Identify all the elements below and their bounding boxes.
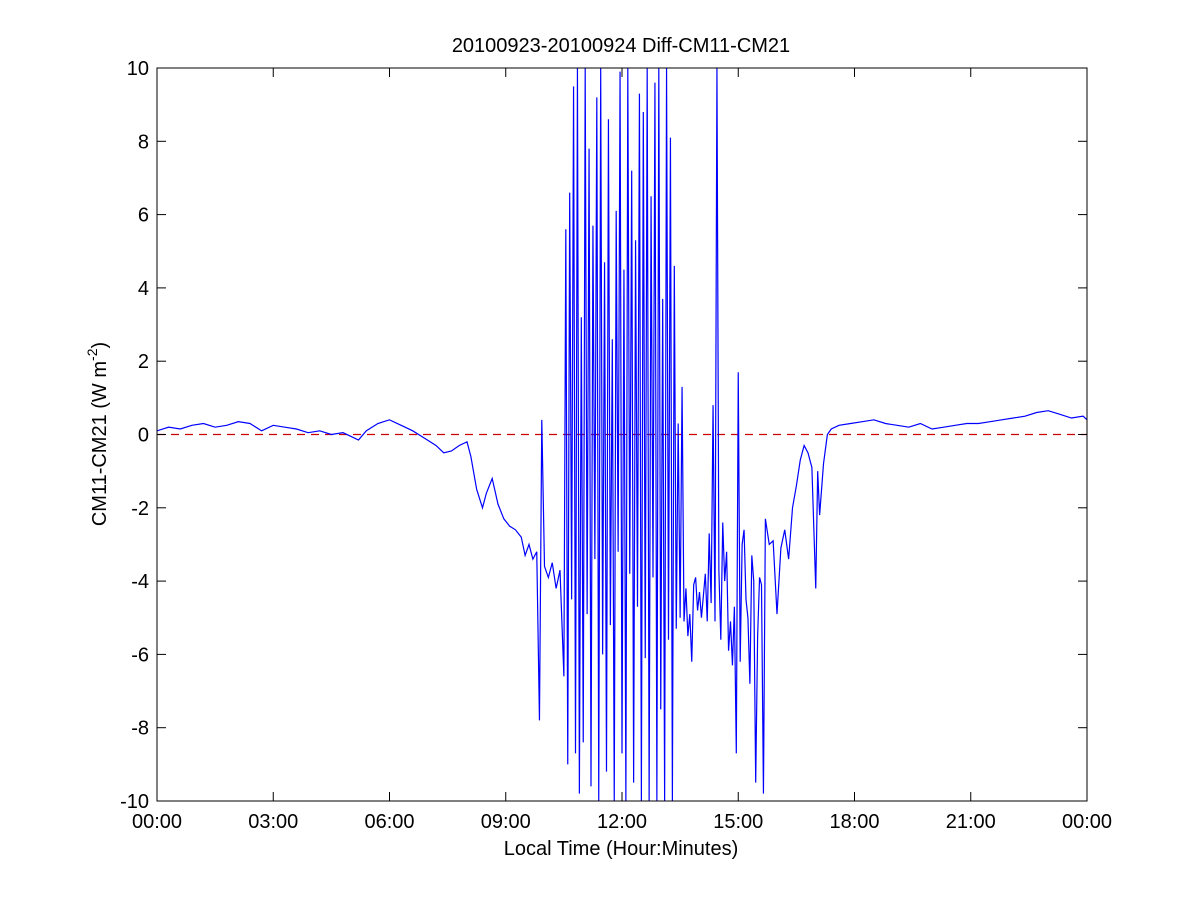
x-tick-labels: 00:00 03:00 06:00 09:00 12:00 15:00 18:00 21:00… (132, 811, 1112, 833)
plot-area (157, 68, 1087, 801)
y-tick-label: 8 (138, 131, 149, 153)
y-tick-label: -2 (131, 498, 149, 520)
y-axis-label-sup: -2 (84, 348, 100, 361)
y-tick-label: 0 (138, 425, 149, 447)
y-axis-label-close: ) (89, 342, 111, 349)
y-tick-label: -6 (131, 644, 149, 666)
y-tick-label: 2 (138, 351, 149, 373)
x-tick-label: 00:00 (1062, 811, 1112, 833)
y-tick-label: 4 (138, 278, 149, 300)
y-tick-label: 6 (138, 205, 149, 227)
x-tick-label: 21:00 (946, 811, 996, 833)
y-tick-label: -8 (131, 718, 149, 740)
y-tick-label: -10 (120, 791, 149, 813)
x-tick-label: 12:00 (597, 811, 647, 833)
y-axis-label: CM11-CM21 (W m-2) (84, 342, 111, 526)
x-tick-label: 15:00 (713, 811, 763, 833)
x-axis-label: Local Time (Hour:Minutes) (504, 838, 739, 860)
x-tick-label: 18:00 (829, 811, 879, 833)
y-tick-label: -4 (131, 571, 149, 593)
x-tick-label: 06:00 (364, 811, 414, 833)
axes-frame (156, 67, 1088, 802)
series-line (157, 68, 1087, 801)
x-tick-label: 03:00 (248, 811, 298, 833)
chart-title: 20100923-20100924 Diff-CM11-CM21 (452, 35, 790, 57)
y-axis-label-main: CM11-CM21 (W m (89, 361, 111, 526)
y-tick-labels: -10 -8 -6 -4 -2 0 2 4 6 8 10 (120, 58, 149, 813)
x-tick-label: 09:00 (481, 811, 531, 833)
x-tick-label: 00:00 (132, 811, 182, 833)
y-tick-label: 10 (127, 58, 149, 80)
